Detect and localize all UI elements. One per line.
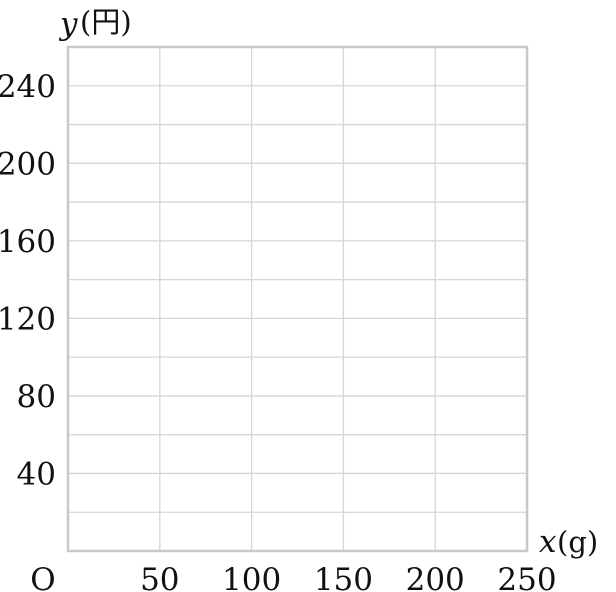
x-tick-label: 150 <box>314 562 373 592</box>
x-axis-var: x <box>539 524 557 560</box>
x-tick-label: 50 <box>140 562 179 592</box>
y-axis-unit: (円) <box>80 5 132 39</box>
x-tick-label: 200 <box>406 562 465 592</box>
y-axis-label: y (円) <box>58 5 132 42</box>
y-axis-var: y <box>58 6 78 42</box>
x-tick-label: 250 <box>497 562 556 592</box>
x-axis-unit: (g) <box>557 525 598 559</box>
x-tick-labels: 50 100 150 200 250 <box>140 562 557 592</box>
y-tick-labels: 40 80 120 160 200 240 <box>0 69 56 493</box>
y-tick-label: 80 <box>17 379 56 415</box>
grid <box>68 47 527 551</box>
x-axis-label: x (g) <box>539 524 598 560</box>
y-tick-label: 240 <box>0 69 56 105</box>
origin-label: O <box>30 562 55 592</box>
x-tick-label: 100 <box>222 562 281 592</box>
y-tick-label: 160 <box>0 224 56 260</box>
y-tick-label: 120 <box>0 301 56 337</box>
y-tick-label: 200 <box>0 146 56 182</box>
y-tick-label: 40 <box>17 456 56 492</box>
plot-frame <box>66 45 529 553</box>
